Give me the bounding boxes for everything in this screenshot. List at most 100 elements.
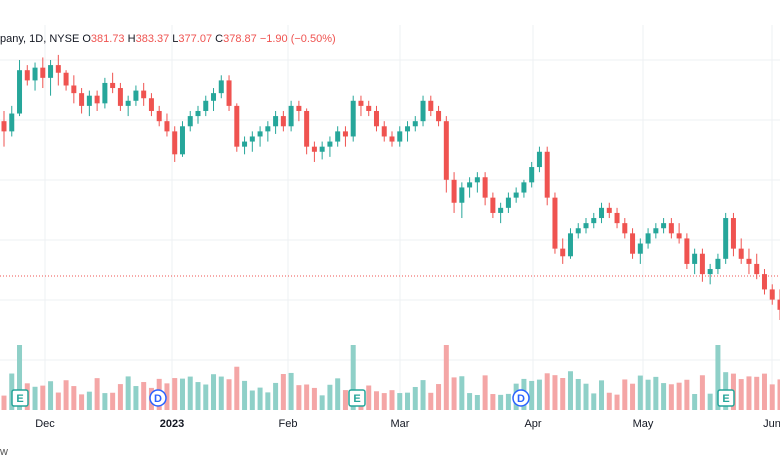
candle-body	[412, 121, 418, 127]
candle	[614, 207, 620, 229]
candle-body	[761, 274, 767, 290]
candle-body	[358, 100, 364, 106]
volume-bar	[319, 395, 325, 410]
candle-body	[71, 85, 77, 94]
candle-body	[102, 82, 108, 104]
candle	[40, 57, 46, 89]
candle-body	[474, 177, 480, 183]
candle	[544, 146, 550, 206]
candle-body	[544, 151, 550, 198]
candle-body	[257, 131, 263, 137]
candle	[265, 121, 271, 142]
candle-body	[304, 110, 310, 147]
candle	[630, 228, 636, 259]
candle	[203, 95, 209, 117]
volume-bar	[342, 390, 348, 410]
candle-body	[172, 131, 178, 155]
candle	[575, 223, 581, 239]
candle-body	[715, 258, 721, 270]
volume-bar	[249, 390, 255, 410]
volume-bar	[459, 376, 465, 410]
candle-body	[684, 238, 690, 264]
x-tick-label: Feb	[279, 418, 298, 430]
candle	[645, 228, 651, 249]
candle	[257, 126, 263, 147]
volume-bar	[451, 377, 457, 410]
volume-bar	[412, 386, 418, 410]
volume-bar	[366, 385, 372, 410]
x-axis: Dec 2023 Feb Mar Apr May Jun	[35, 418, 780, 430]
earnings-marker[interactable]: E	[348, 389, 366, 407]
candle	[335, 126, 341, 147]
high-value: 383.37	[135, 33, 170, 45]
volume-bar	[265, 392, 271, 410]
volume-bar	[630, 383, 636, 410]
candle-body	[280, 116, 286, 127]
candle-body	[637, 243, 643, 254]
candle	[249, 131, 255, 152]
volume-bar	[645, 379, 651, 410]
candle-body	[498, 207, 504, 213]
dividend-marker[interactable]: D	[149, 389, 167, 407]
candle	[304, 108, 310, 155]
candle-body	[436, 110, 442, 122]
candle-body	[529, 167, 535, 183]
volume-bar	[117, 384, 123, 410]
dividend-marker[interactable]: D	[512, 389, 530, 407]
volume-bar	[746, 376, 752, 410]
candle-body	[591, 218, 597, 224]
candle	[490, 192, 496, 219]
earnings-marker[interactable]: E	[717, 389, 735, 407]
volume-bar	[692, 394, 698, 410]
candle-body	[730, 218, 736, 249]
candle	[699, 248, 705, 282]
candle-body	[94, 95, 100, 104]
candle-body	[536, 151, 542, 168]
candle	[746, 248, 752, 275]
volume-bar	[738, 379, 744, 410]
volume-bar	[567, 371, 573, 410]
candle-body	[599, 207, 605, 219]
candle-body	[125, 100, 131, 106]
candle-body	[668, 223, 674, 234]
candle-body	[311, 146, 317, 152]
volume-bar	[707, 393, 713, 410]
candle-body	[661, 223, 667, 229]
candle	[606, 202, 612, 219]
candle-body	[350, 100, 356, 137]
candle-body	[389, 136, 395, 142]
volume-bar	[304, 384, 310, 410]
volume-bar	[172, 378, 178, 410]
candle-body	[24, 70, 30, 81]
volume-bar	[575, 378, 581, 410]
volume-bar	[754, 376, 760, 410]
candle-body	[366, 105, 372, 111]
volume-bar	[428, 392, 434, 410]
candle	[71, 75, 77, 104]
candle-body	[521, 182, 527, 193]
volume-bar	[164, 383, 170, 410]
candle-body	[428, 100, 434, 111]
volume-bar	[63, 380, 69, 410]
candle	[692, 248, 698, 275]
high-key: H	[127, 33, 136, 45]
candle-body	[459, 187, 465, 203]
volume-bar	[591, 393, 597, 410]
candle	[79, 88, 85, 114]
candle	[319, 141, 325, 160]
candle-body	[226, 80, 232, 106]
marker-label: D	[154, 393, 162, 405]
candle	[715, 253, 721, 275]
change-value: −1.90 (−0.50%)	[259, 33, 336, 45]
earnings-marker[interactable]: E	[11, 389, 29, 407]
volume-bar	[381, 393, 387, 410]
volume-bar	[389, 390, 395, 410]
candle-body	[32, 67, 38, 81]
candle-body	[296, 105, 302, 111]
candle	[9, 105, 15, 137]
volume-bar	[273, 382, 279, 410]
candle	[482, 172, 488, 206]
candle	[102, 77, 108, 109]
